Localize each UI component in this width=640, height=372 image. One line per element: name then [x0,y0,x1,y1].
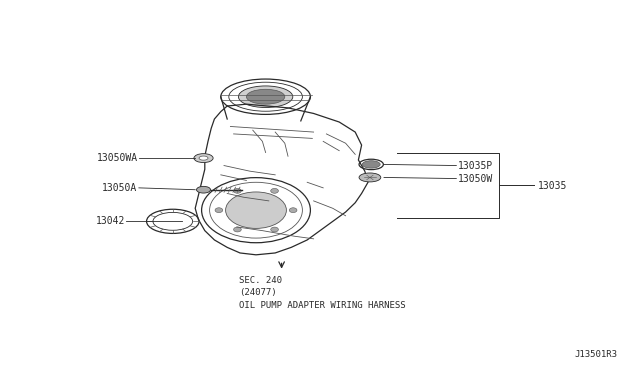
Ellipse shape [271,227,278,232]
Ellipse shape [196,186,211,193]
Ellipse shape [246,89,285,104]
Text: J13501R3: J13501R3 [575,350,618,359]
Ellipse shape [271,189,278,193]
Ellipse shape [289,208,297,213]
Ellipse shape [238,86,292,108]
Ellipse shape [359,173,381,182]
Text: 13050W: 13050W [458,174,493,183]
Text: (24077): (24077) [239,288,276,297]
Text: 13050A: 13050A [102,183,138,193]
Text: OIL PUMP ADAPTER WIRING HARNESS: OIL PUMP ADAPTER WIRING HARNESS [239,301,405,310]
Ellipse shape [362,161,380,168]
Ellipse shape [215,208,223,213]
Ellipse shape [199,156,208,160]
Ellipse shape [234,227,241,232]
Ellipse shape [226,192,287,228]
Ellipse shape [194,154,213,163]
Text: 13042: 13042 [95,217,125,226]
Ellipse shape [234,189,241,193]
Text: 13035: 13035 [538,181,567,191]
Text: 13050WA: 13050WA [97,153,138,163]
Text: SEC. 240: SEC. 240 [239,276,282,285]
Text: 13035P: 13035P [458,161,493,170]
